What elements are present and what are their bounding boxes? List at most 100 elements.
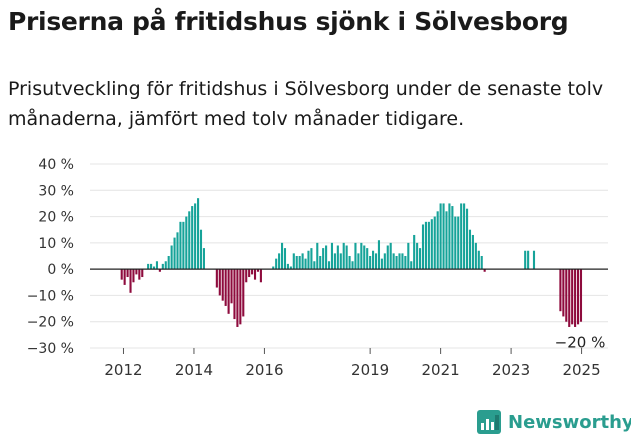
bar <box>360 242 363 270</box>
bar <box>374 253 378 270</box>
bar <box>129 269 132 293</box>
bar <box>401 253 404 270</box>
x-tick-label: 2016 <box>245 361 283 379</box>
bar <box>120 269 123 280</box>
bar <box>194 203 197 270</box>
y-tick-label: −20 % <box>27 315 74 331</box>
bar <box>395 256 398 270</box>
last-value-label: −20 % <box>555 334 606 352</box>
x-tick-label: 2014 <box>175 361 213 379</box>
bar <box>576 269 580 325</box>
bar <box>141 269 144 278</box>
bar <box>398 253 401 270</box>
newsworthy-chart-icon <box>477 410 501 434</box>
bar <box>565 269 568 322</box>
bar <box>176 232 179 270</box>
bar <box>416 242 419 270</box>
bar <box>191 206 194 270</box>
bar <box>463 203 466 270</box>
x-tick-label: 2019 <box>351 361 389 379</box>
bar <box>245 269 248 283</box>
y-tick-label: −10 % <box>27 288 74 304</box>
bar <box>342 242 345 270</box>
bar <box>562 269 565 317</box>
bar <box>413 234 416 270</box>
bar <box>421 224 425 270</box>
bar <box>471 234 474 270</box>
bar <box>330 242 334 270</box>
bar <box>442 203 445 270</box>
bar <box>339 253 342 270</box>
bar <box>126 269 129 278</box>
bar <box>310 248 313 270</box>
bar <box>372 250 375 270</box>
bar <box>568 269 571 327</box>
bar <box>164 261 167 270</box>
bar <box>280 242 284 270</box>
y-tick-label: 20 % <box>38 210 74 226</box>
bar <box>427 221 430 270</box>
bar <box>527 250 530 270</box>
y-tick-label: 10 % <box>38 236 74 252</box>
bar <box>307 250 310 270</box>
bar <box>289 266 292 270</box>
bar <box>445 211 448 270</box>
bar <box>167 256 170 270</box>
bar <box>389 242 392 270</box>
bar <box>259 269 262 283</box>
y-tick-label: 40 % <box>38 157 74 173</box>
bar <box>366 248 369 270</box>
bar <box>138 269 141 280</box>
bar <box>574 269 577 327</box>
bar <box>215 269 218 288</box>
bar <box>410 261 413 270</box>
bar <box>135 269 138 275</box>
bar <box>161 263 164 270</box>
bar <box>524 250 527 270</box>
bar <box>298 256 301 270</box>
bar <box>301 253 304 270</box>
bar <box>439 203 442 270</box>
bar <box>457 216 460 270</box>
bar <box>348 256 351 270</box>
bar <box>295 256 298 270</box>
bar <box>123 269 126 285</box>
bar <box>304 258 307 270</box>
x-tick-label: 2012 <box>104 361 142 379</box>
bar <box>199 229 203 270</box>
bar <box>483 269 486 272</box>
bar <box>430 219 433 270</box>
y-tick-label: −30 % <box>27 341 74 357</box>
x-tick-label: 2025 <box>562 361 600 379</box>
bar <box>468 229 472 270</box>
bar <box>230 269 233 304</box>
bar <box>179 221 182 270</box>
bar <box>424 221 427 270</box>
bar <box>571 269 574 325</box>
bar <box>579 269 583 322</box>
y-tick-label: 0 % <box>47 262 74 278</box>
bar <box>132 269 135 283</box>
bar <box>313 261 316 270</box>
bar <box>369 256 372 270</box>
bar <box>275 258 278 270</box>
y-axis: 40 % 30 % 20 % 10 % 0 % −10 % −20 % −30 % <box>27 157 74 357</box>
bar <box>474 242 477 270</box>
bar <box>202 248 205 270</box>
bar <box>224 269 227 306</box>
bar <box>559 269 562 312</box>
bar <box>451 206 454 270</box>
bar <box>188 211 191 270</box>
bar <box>357 253 360 270</box>
bar <box>236 269 239 327</box>
bar <box>392 253 395 270</box>
gridlines <box>90 163 608 349</box>
bar <box>182 221 185 270</box>
bar <box>253 269 257 280</box>
bar <box>351 261 354 270</box>
bar <box>436 211 439 270</box>
bar <box>173 237 176 270</box>
bar <box>333 253 336 270</box>
bar <box>480 256 483 270</box>
